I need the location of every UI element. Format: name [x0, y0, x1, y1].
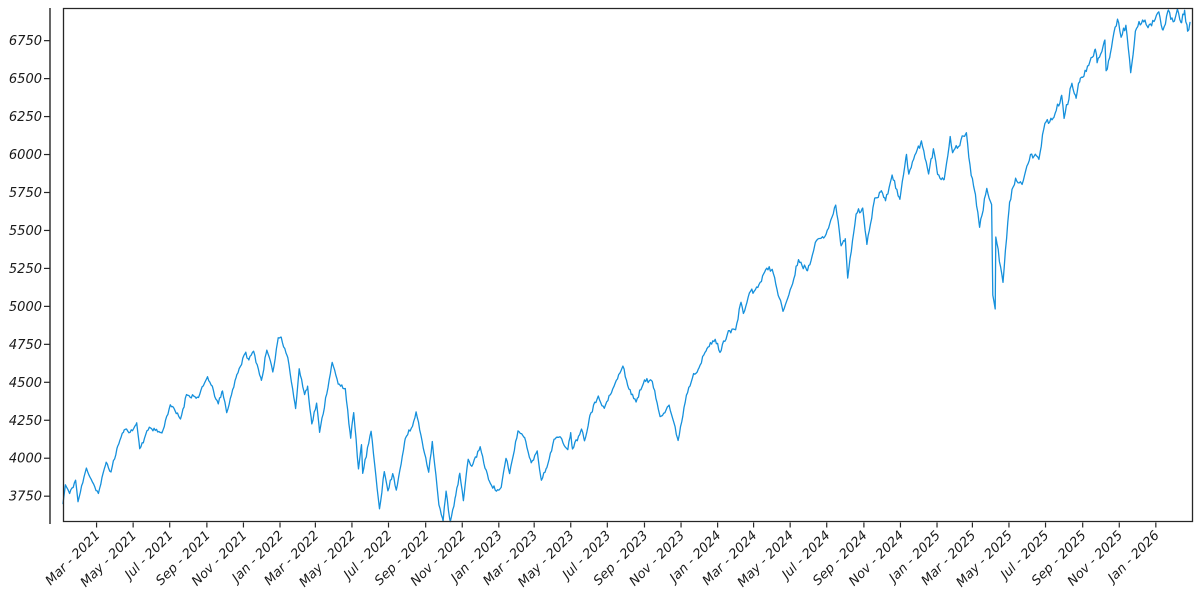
y-tick-label: 5750 — [9, 186, 42, 201]
y-tick-label: 6750 — [9, 34, 42, 49]
plot-border — [62, 7, 1194, 523]
y-tick-label: 6500 — [9, 72, 42, 87]
price-line — [62, 8, 1191, 523]
y-tick-label: 4000 — [9, 452, 42, 467]
y-tick-label: 5000 — [9, 300, 42, 315]
y-tick-label: 3750 — [9, 490, 42, 505]
y-tick-label: 6250 — [9, 110, 42, 125]
y-tick-label: 4500 — [9, 376, 42, 391]
y-tick-label: 6000 — [9, 148, 42, 163]
y-tick-label: 4250 — [9, 414, 42, 429]
y-tick-label: 4750 — [9, 338, 42, 353]
y-tick-label: 5250 — [9, 262, 42, 277]
y-tick-label: 5500 — [9, 224, 42, 239]
